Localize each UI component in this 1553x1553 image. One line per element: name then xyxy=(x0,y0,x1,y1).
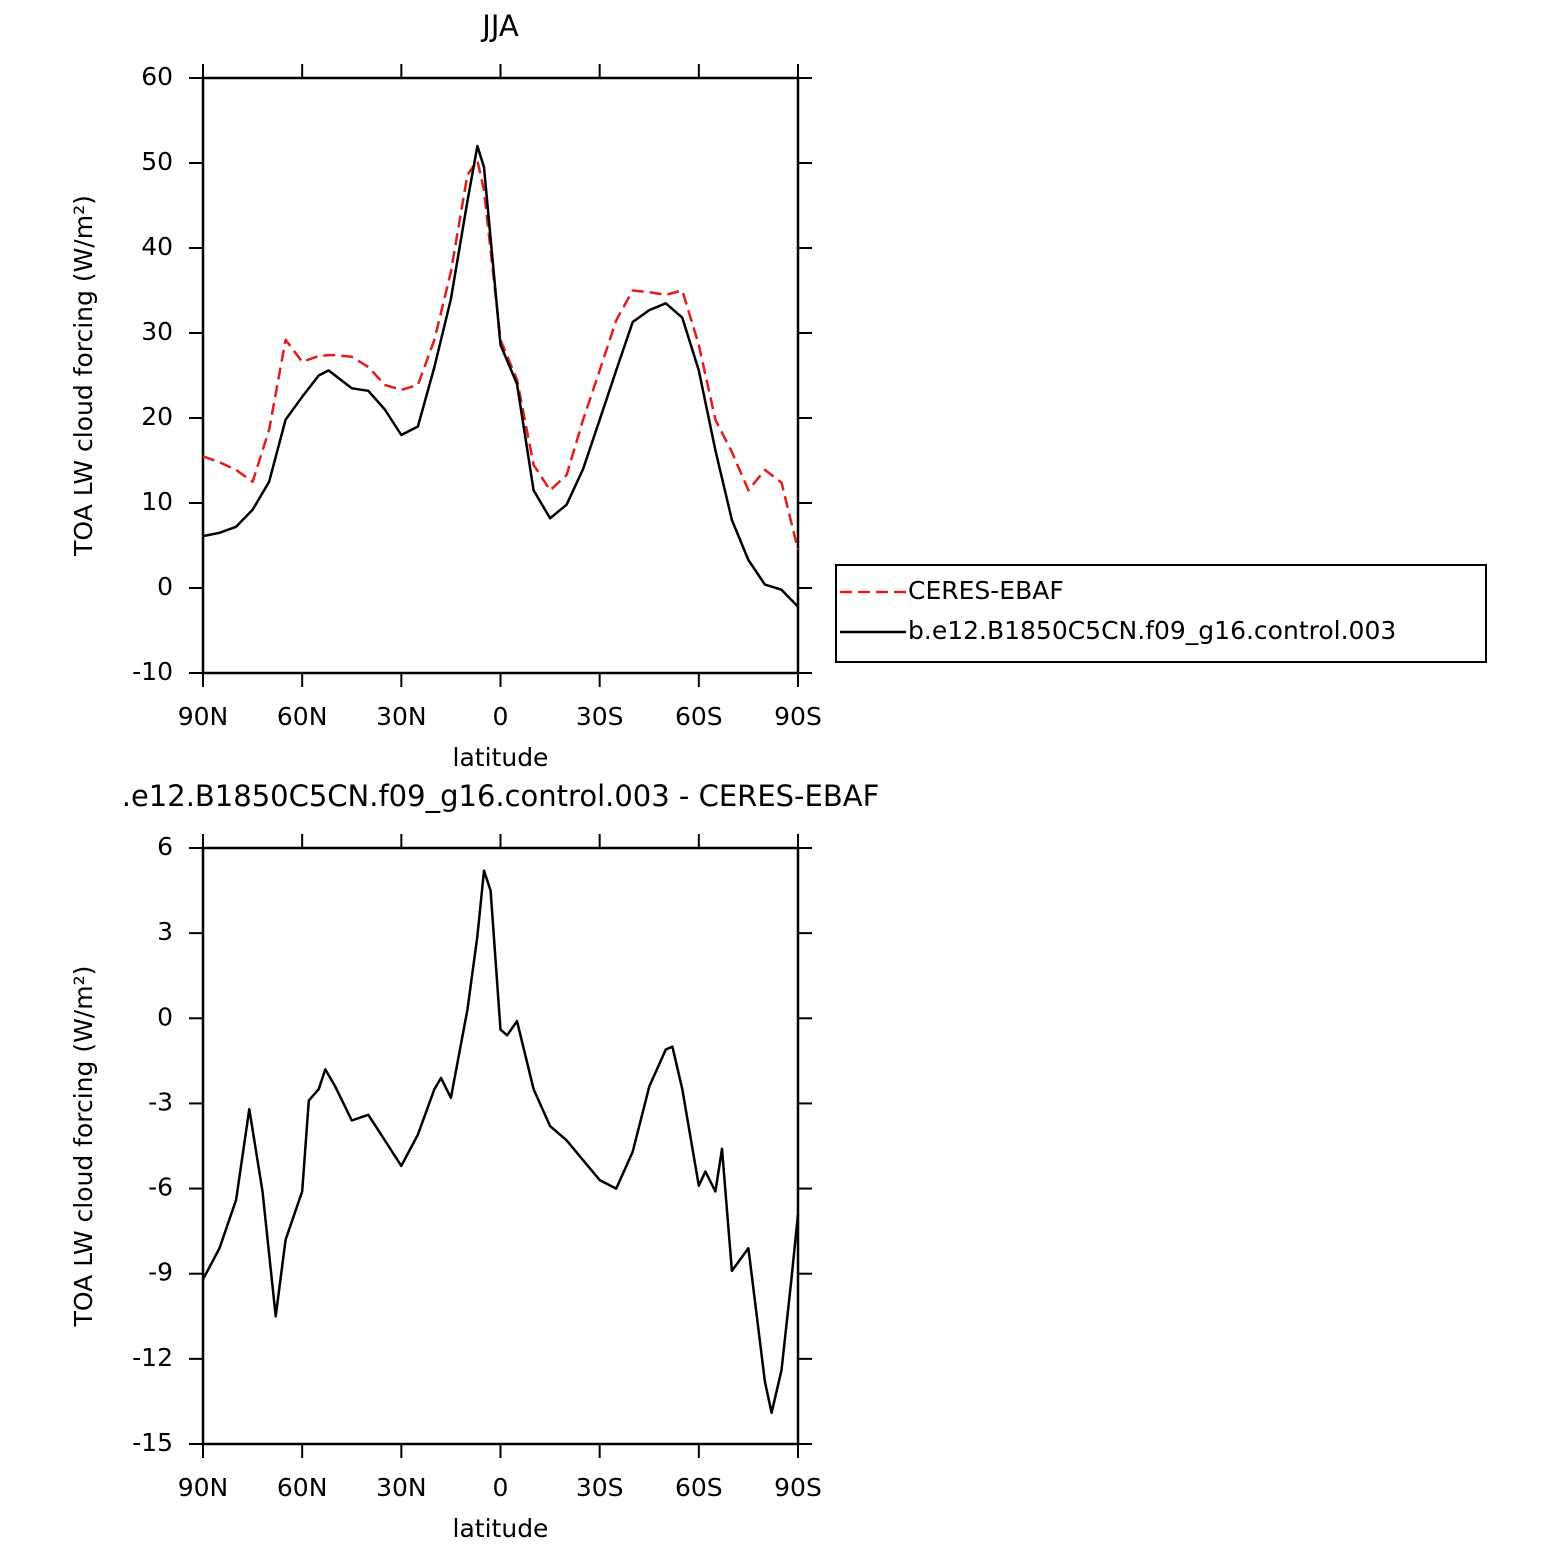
legend-label: b.e12.B1850C5CN.f09_g16.control.003 xyxy=(908,616,1396,645)
series-line xyxy=(201,869,800,1415)
y-tick-label: 6 xyxy=(157,832,173,861)
x-tick-label: 60N xyxy=(277,702,328,731)
y-tick-label: -15 xyxy=(132,1428,173,1457)
y-tick-label: -6 xyxy=(148,1173,173,1202)
x-tick-label: 30N xyxy=(376,1473,427,1502)
y-tick-label: -10 xyxy=(132,657,173,686)
x-tick-label: 60S xyxy=(675,702,723,731)
chart-title: JJA xyxy=(480,9,519,43)
x-tick-label: 90N xyxy=(178,1473,229,1502)
y-tick-label: -9 xyxy=(148,1258,173,1287)
y-tick-label: 0 xyxy=(157,572,173,601)
x-tick-label: 90S xyxy=(774,702,822,731)
chart-title: .e12.B1850C5CN.f09_g16.control.003 - CER… xyxy=(122,779,880,813)
y-axis-label: TOA LW cloud forcing (W/m²) xyxy=(69,195,98,557)
legend-label: CERES-EBAF xyxy=(908,576,1064,605)
x-tick-label: 30S xyxy=(576,702,624,731)
x-tick-label: 0 xyxy=(493,702,509,731)
y-tick-label: 3 xyxy=(157,917,173,946)
series-line xyxy=(202,159,800,551)
x-tick-label: 30S xyxy=(576,1473,624,1502)
x-tick-label: 60S xyxy=(675,1473,723,1502)
y-tick-label: 10 xyxy=(141,487,173,516)
plot-frame xyxy=(201,76,800,675)
y-tick-label: 0 xyxy=(157,1002,173,1031)
x-tick-label: 90N xyxy=(178,702,229,731)
x-tick-label: 90S xyxy=(774,1473,822,1502)
y-tick-label: 60 xyxy=(141,62,173,91)
x-tick-label: 60N xyxy=(277,1473,328,1502)
y-tick-label: -12 xyxy=(132,1343,173,1372)
x-tick-label: 30N xyxy=(376,702,427,731)
y-tick-label: -3 xyxy=(148,1087,173,1116)
x-axis-label: latitude xyxy=(453,743,549,772)
y-tick-label: 20 xyxy=(141,402,173,431)
y-tick-label: 30 xyxy=(141,317,173,346)
plot-frame xyxy=(201,846,800,1446)
y-tick-label: 50 xyxy=(141,147,173,176)
x-axis-label: latitude xyxy=(453,1514,549,1543)
x-tick-label: 0 xyxy=(493,1473,509,1502)
y-axis-label: TOA LW cloud forcing (W/m²) xyxy=(69,966,98,1328)
series-line xyxy=(202,144,799,608)
y-tick-label: 40 xyxy=(141,232,173,261)
legend-box xyxy=(835,564,1487,663)
